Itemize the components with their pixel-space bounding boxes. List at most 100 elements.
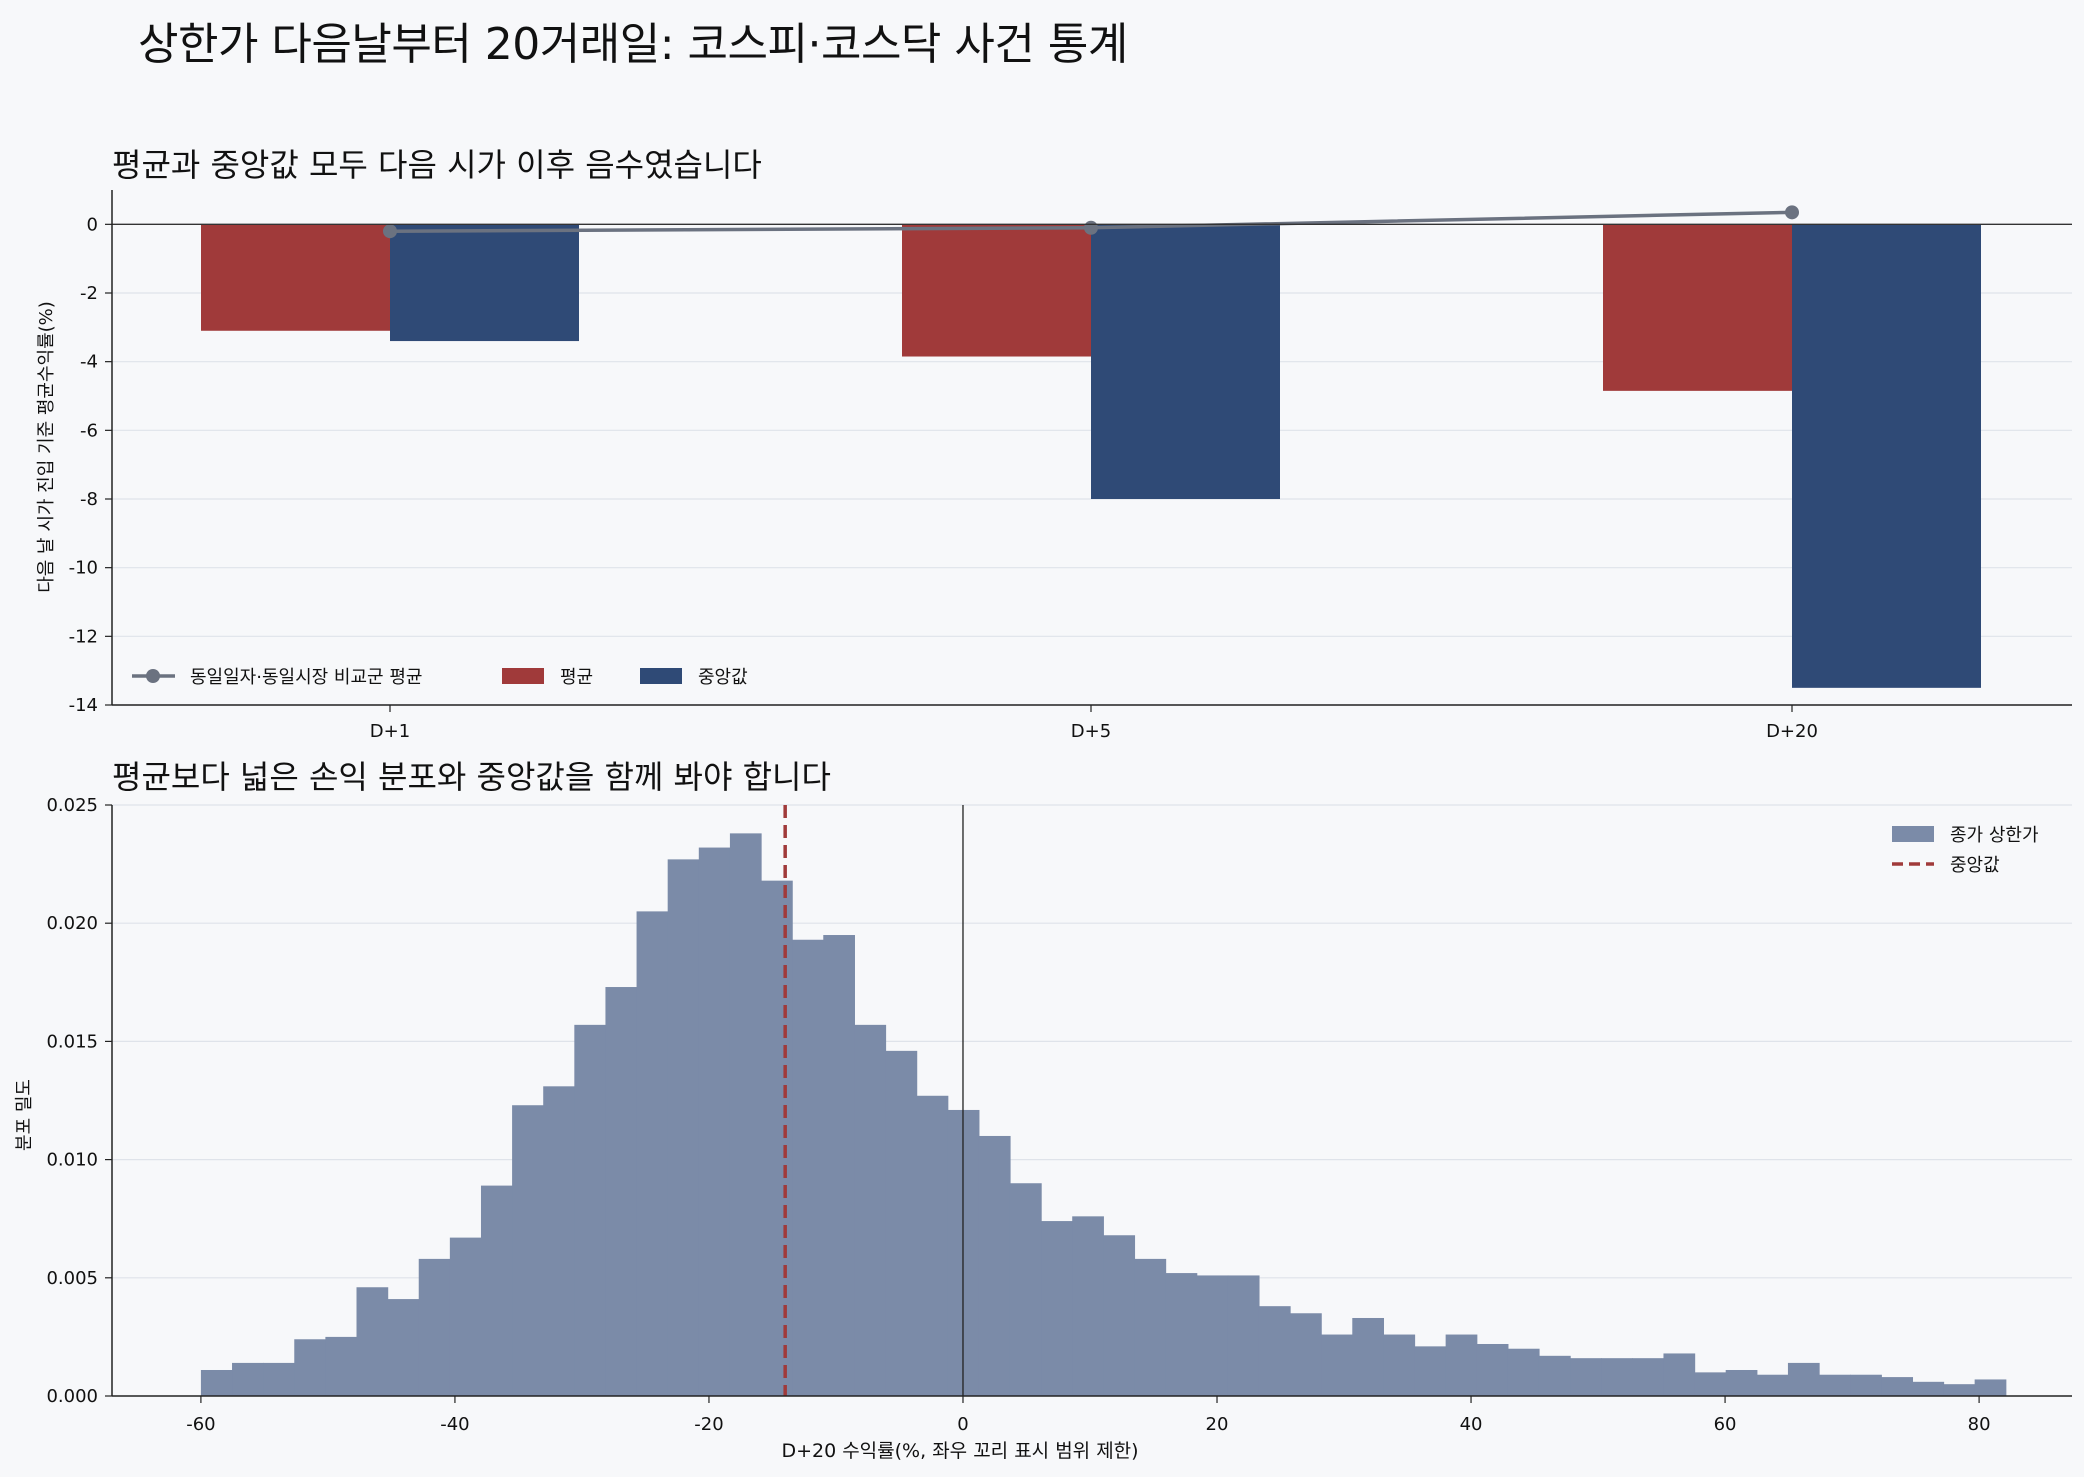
- histogram-bin: [1009, 1183, 1042, 1396]
- bottom-x-tick-label: 0: [957, 1414, 968, 1435]
- histogram-bin: [232, 1362, 264, 1396]
- legend-benchmark-marker: [146, 669, 160, 683]
- histogram-bin: [854, 1024, 887, 1396]
- histogram-bin: [480, 1185, 513, 1396]
- top-y-tick-label: -8: [80, 489, 98, 510]
- legend-median-label: 중앙값: [1950, 855, 2000, 876]
- histogram-bin: [885, 1050, 918, 1396]
- bar-mean-D+1: [201, 224, 390, 331]
- legend-median-label: 중앙값: [698, 667, 748, 688]
- legend-histogram-label: 종가 상한가: [1950, 825, 2039, 846]
- histogram-bin: [294, 1339, 326, 1396]
- histogram-bin: [1041, 1221, 1073, 1396]
- histogram-bin: [543, 1086, 575, 1396]
- histogram-bin: [1601, 1358, 1633, 1396]
- histogram-bin: [1912, 1381, 1945, 1396]
- histogram-bin: [1538, 1355, 1571, 1396]
- histogram-bin: [512, 1105, 544, 1396]
- histogram-bin: [356, 1287, 389, 1396]
- histogram-bin: [1290, 1313, 1322, 1396]
- benchmark-point-D+5: [1084, 220, 1098, 235]
- histogram-bin: [636, 911, 669, 1396]
- top-chart-legend: 동일일자·동일시장 비교군 평균 평균 중앙값: [132, 667, 748, 688]
- legend-histogram-swatch: [1892, 826, 1934, 842]
- top-y-tick-label: -14: [69, 695, 98, 716]
- top-y-tick-label: 0: [87, 214, 98, 235]
- histogram-bin: [1570, 1358, 1602, 1396]
- histogram-bin: [449, 1237, 482, 1396]
- bar-median-D+20: [1792, 224, 1981, 688]
- histogram-bin: [1383, 1334, 1416, 1396]
- histogram-bin: [1632, 1358, 1665, 1396]
- top-bar-chart: 평균과 중앙값 모두 다음 시가 이후 음수였습니다 다음 날 시가 진입 기준…: [36, 146, 2072, 742]
- histogram-bin: [325, 1336, 358, 1396]
- histogram-bin: [418, 1258, 451, 1396]
- bottom-y-tick-label: 0.015: [46, 1031, 98, 1052]
- top-y-tick-label: -12: [69, 626, 98, 647]
- bottom-x-tick-label: 20: [1206, 1414, 1229, 1435]
- top-y-tick-label: -6: [80, 420, 98, 441]
- histogram-bin: [729, 833, 762, 1396]
- histogram-bin: [698, 847, 731, 1396]
- histogram-bin: [1103, 1235, 1136, 1396]
- histogram-bin: [200, 1369, 233, 1396]
- histogram-bin: [1476, 1343, 1509, 1396]
- histogram-bin: [792, 939, 824, 1396]
- bar-median-D+5: [1091, 224, 1280, 500]
- histogram-bin: [1943, 1384, 1976, 1396]
- histogram-bin: [1445, 1334, 1478, 1396]
- legend-mean-swatch: [502, 668, 544, 684]
- histogram-bin: [1134, 1258, 1167, 1396]
- bottom-x-tick-label: 60: [1714, 1414, 1737, 1435]
- histogram-bin: [1663, 1353, 1696, 1396]
- histogram-bin: [1352, 1317, 1384, 1396]
- histogram-bin: [761, 880, 793, 1396]
- bottom-x-tick-label: 40: [1460, 1414, 1483, 1435]
- histogram-bin: [667, 859, 700, 1396]
- histogram-bin: [1850, 1374, 1882, 1396]
- histogram-bin: [605, 987, 638, 1396]
- top-y-tick-label: -10: [69, 558, 98, 579]
- histogram-bin: [1507, 1348, 1540, 1396]
- bar-median-D+1: [390, 224, 579, 342]
- histogram-bin: [574, 1024, 607, 1396]
- bottom-x-tick-label: -20: [694, 1414, 723, 1435]
- histogram-bin: [1787, 1362, 1820, 1396]
- bottom-histogram: 평균보다 넓은 손익 분포와 중앙값을 함께 봐야 합니다 분포 밀도 D+20…: [14, 758, 2072, 1462]
- bottom-chart-x-axis-label: D+20 수익률(%, 좌우 꼬리 표시 범위 제한): [781, 1440, 1138, 1462]
- histogram-bin: [1165, 1273, 1198, 1396]
- histogram-bin: [1974, 1379, 2007, 1396]
- bottom-chart-title: 평균보다 넓은 손익 분포와 중앙값을 함께 봐야 합니다: [112, 758, 831, 796]
- histogram-bin: [1321, 1334, 1353, 1396]
- histogram-bin: [1819, 1374, 1851, 1396]
- histogram-bin: [387, 1299, 420, 1396]
- top-x-tick-label: D+20: [1766, 721, 1818, 742]
- top-y-tick-label: -2: [80, 283, 98, 304]
- histogram-bin: [1258, 1306, 1291, 1396]
- bottom-y-tick-label: 0.025: [46, 795, 98, 816]
- legend-benchmark-label: 동일일자·동일시장 비교군 평균: [190, 667, 422, 688]
- histogram-bin: [1756, 1374, 1789, 1396]
- histogram-bin: [1694, 1372, 1727, 1396]
- figure-title: 상한가 다음날부터 20거래일: 코스피·코스닥 사건 통계: [138, 19, 1128, 70]
- bottom-x-tick-label: 80: [1968, 1414, 1991, 1435]
- benchmark-point-D+1: [383, 224, 397, 239]
- legend-median-swatch: [640, 668, 682, 684]
- bottom-y-tick-label: 0.005: [46, 1268, 98, 1289]
- bottom-y-tick-label: 0.020: [46, 913, 98, 934]
- bottom-x-tick-label: -60: [186, 1414, 215, 1435]
- legend-mean-label: 평균: [560, 667, 593, 688]
- histogram-bin: [823, 935, 855, 1396]
- bottom-chart-y-axis-label: 분포 밀도: [14, 1079, 35, 1151]
- bottom-y-tick-label: 0.010: [46, 1150, 98, 1171]
- histogram-bin: [1072, 1216, 1104, 1396]
- histogram-bin: [1196, 1275, 1229, 1396]
- histogram-bin: [1881, 1377, 1914, 1396]
- bottom-x-tick-label: -40: [440, 1414, 469, 1435]
- histogram-bin: [1227, 1275, 1260, 1396]
- bottom-y-tick-label: 0.000: [46, 1386, 98, 1407]
- histogram-bin: [916, 1095, 949, 1396]
- histogram-bin: [1414, 1346, 1447, 1396]
